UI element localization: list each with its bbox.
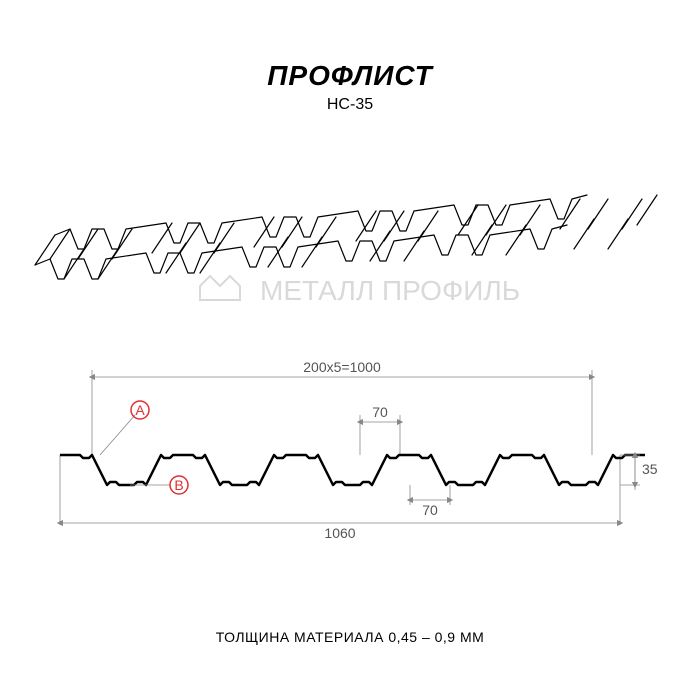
dim-overall: 1060 [324, 525, 355, 541]
dim-top-flat: 70 [372, 404, 388, 420]
dim-height: 35 [642, 461, 658, 477]
dim-pitch: 200x5=1000 [303, 359, 381, 375]
page-title: ПРОФЛИСТ [0, 60, 700, 92]
dim-bottom-flat: 70 [422, 502, 438, 518]
marker-b: B [130, 476, 188, 494]
marker-a: A [100, 401, 149, 455]
page-subtitle: НС-35 [0, 96, 700, 114]
perspective-drawing [30, 170, 670, 300]
svg-text:A: A [135, 402, 145, 418]
svg-text:B: B [174, 477, 183, 493]
section-drawing: 200x5=1000 70 70 35 1060 A B [40, 355, 660, 555]
footer-text: ТОЛЩИНА МАТЕРИАЛА 0,45 – 0,9 ММ [0, 629, 700, 645]
